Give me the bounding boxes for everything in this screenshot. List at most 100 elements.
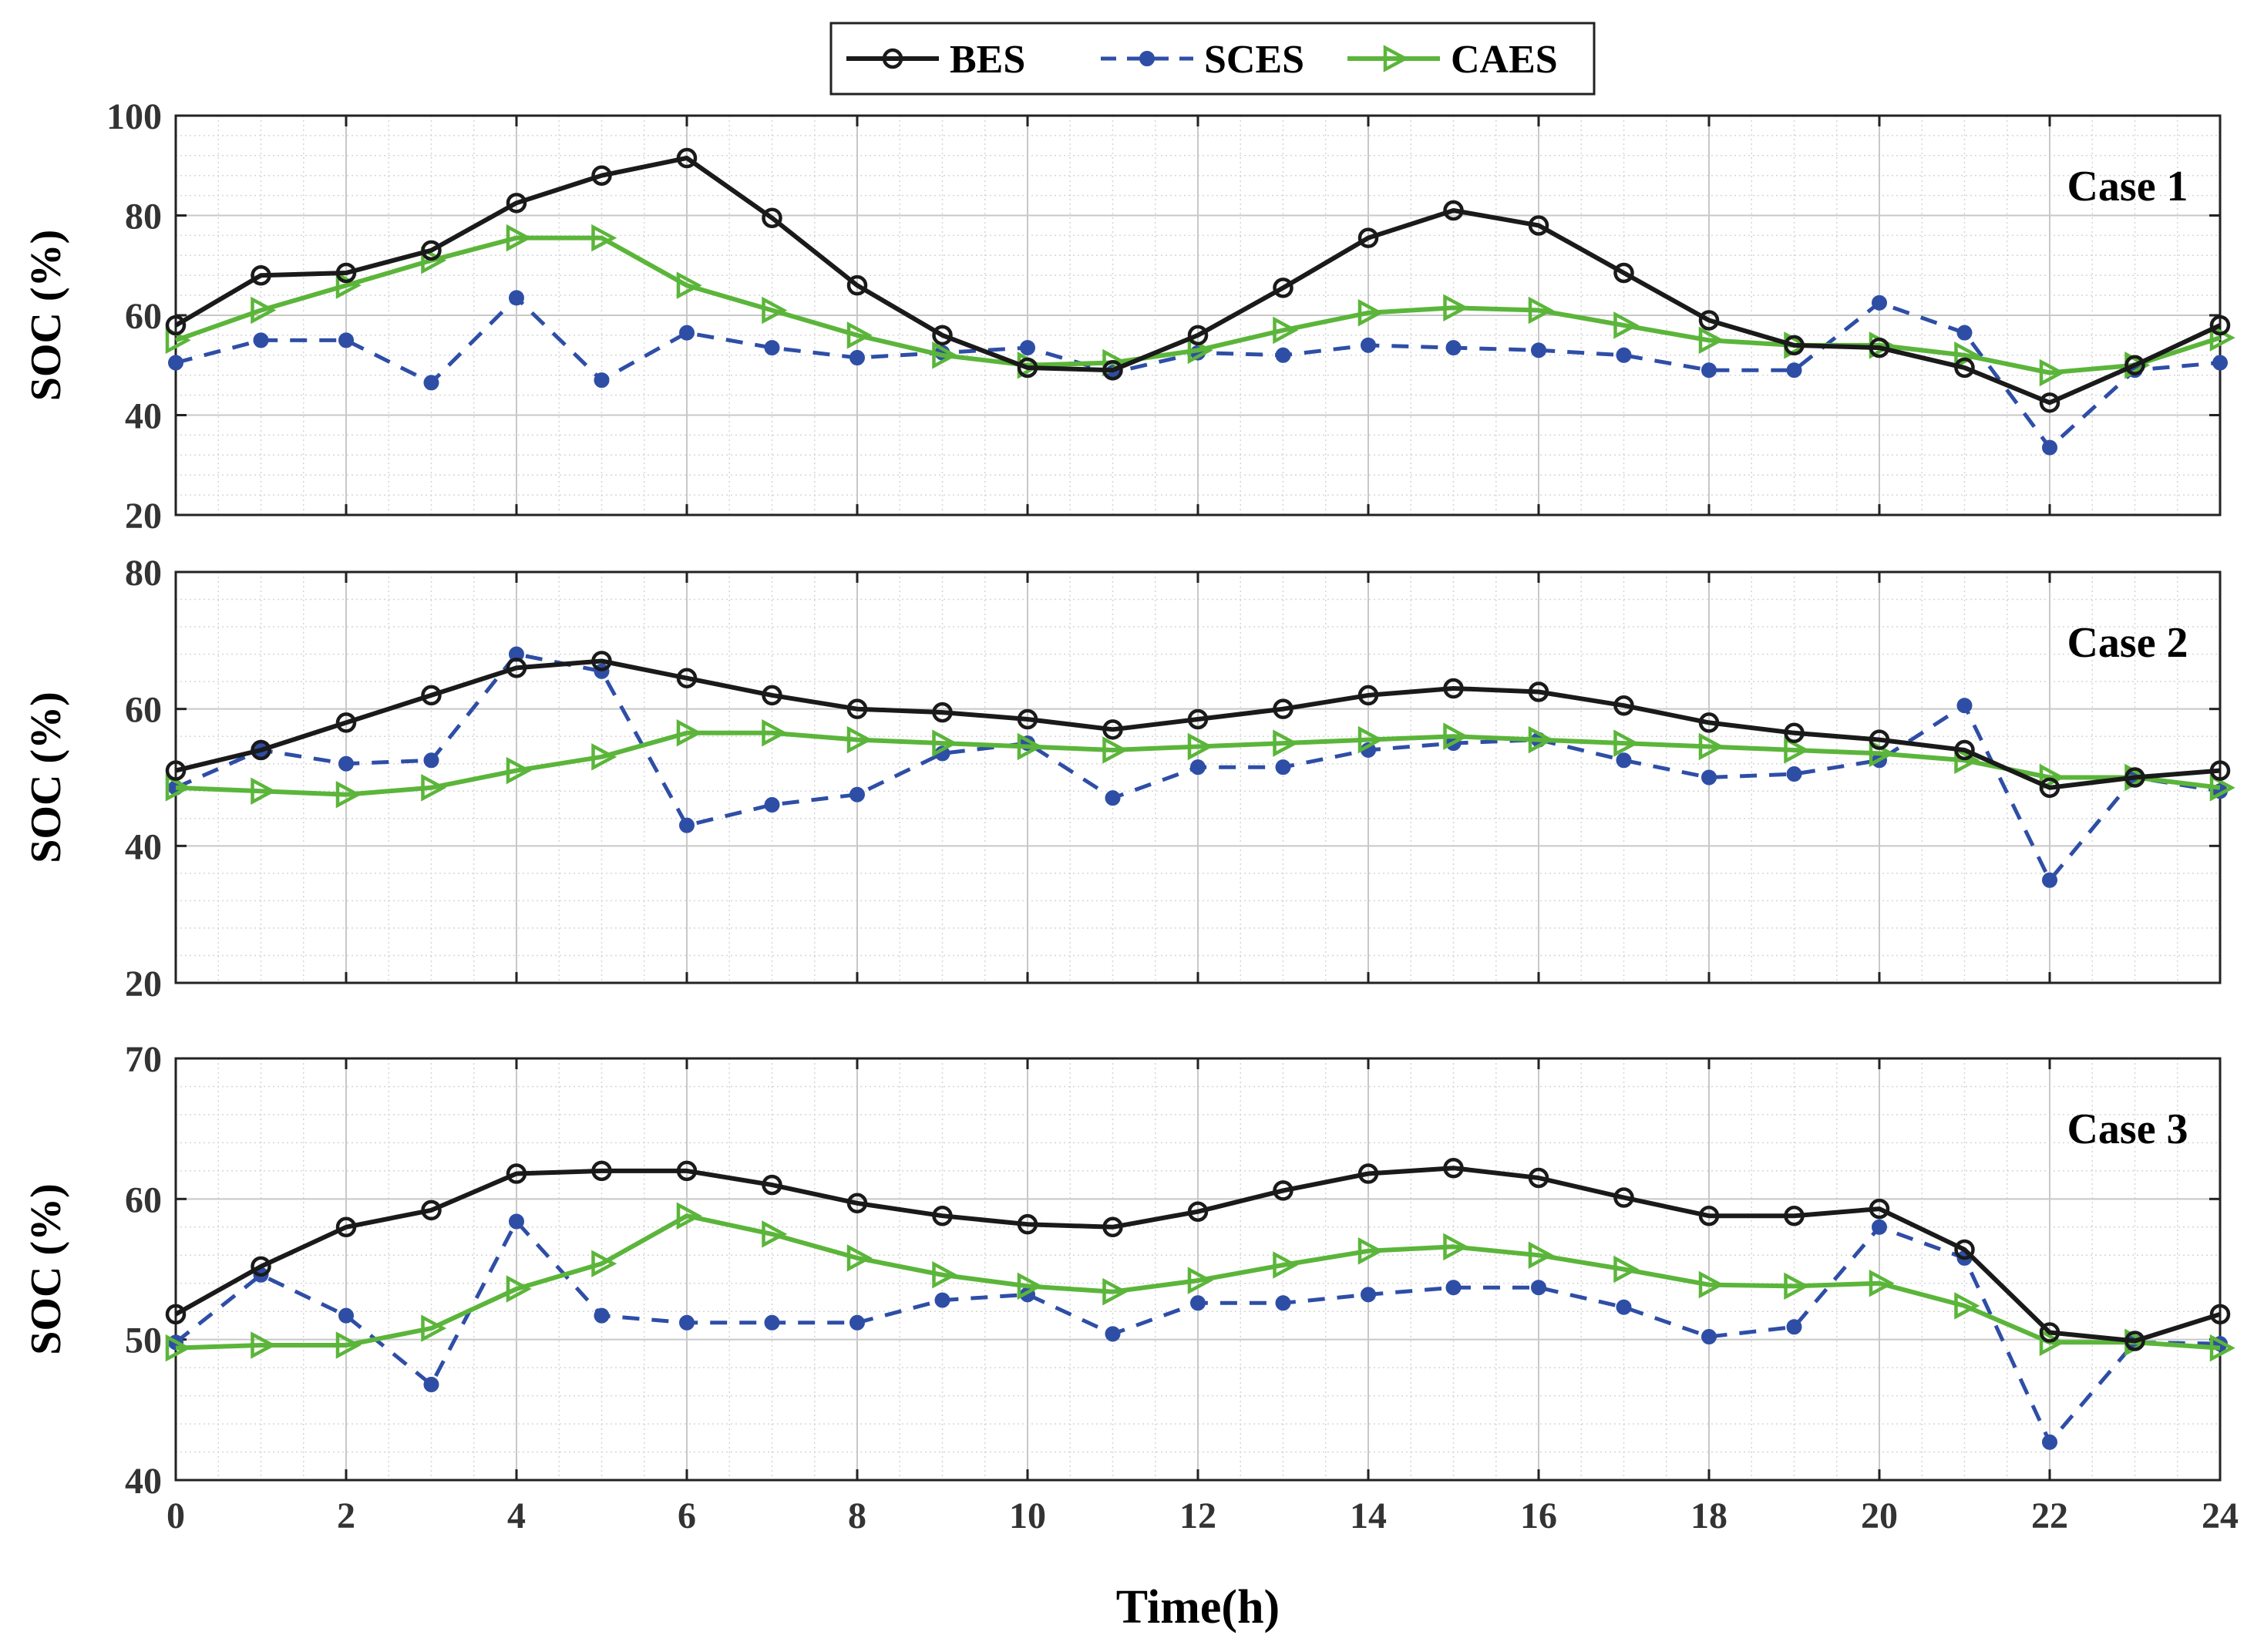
data-point-bes bbox=[2124, 1331, 2145, 1351]
data-point-sces bbox=[1105, 1326, 1121, 1342]
data-point-caes bbox=[676, 718, 702, 747]
data-point-sces bbox=[764, 1314, 780, 1331]
data-point-sces bbox=[1786, 1319, 1802, 1335]
y-tick-label: 50 bbox=[125, 1321, 162, 1361]
legend-marker-sces bbox=[1139, 51, 1155, 66]
data-point-caes bbox=[1017, 1272, 1043, 1300]
data-point-caes bbox=[591, 224, 617, 252]
data-point-caes bbox=[1698, 732, 1724, 761]
data-point-sces bbox=[1445, 340, 1462, 356]
data-point-sces bbox=[1786, 766, 1802, 782]
data-point-bes bbox=[1443, 200, 1464, 221]
legend: BES SCES CAES bbox=[829, 22, 1596, 96]
y-axis-label: SOC (%) bbox=[22, 1183, 70, 1354]
data-point-bes bbox=[421, 1199, 442, 1221]
data-point-bes bbox=[591, 165, 612, 186]
data-point-sces bbox=[1020, 340, 1035, 356]
data-point-caes bbox=[1528, 296, 1554, 325]
data-point-sces bbox=[849, 1314, 865, 1331]
case-label: Case 1 bbox=[2067, 163, 2188, 210]
data-point-bes bbox=[1698, 310, 1720, 331]
data-point-bes bbox=[1613, 262, 1634, 284]
series-line-caes bbox=[175, 730, 2221, 797]
data-point-sces bbox=[2042, 1434, 2057, 1450]
data-point-caes bbox=[1102, 736, 1129, 764]
legend-item-bes: BES bbox=[846, 38, 1025, 82]
data-point-bes bbox=[506, 658, 527, 678]
data-point-bes bbox=[506, 193, 527, 214]
data-point-bes bbox=[1954, 1239, 1975, 1260]
data-point-sces bbox=[1531, 342, 1546, 358]
series-line-bes bbox=[175, 658, 2221, 790]
y-tick-label: 80 bbox=[125, 553, 162, 594]
data-point-caes bbox=[1784, 736, 1810, 764]
data-point-bes bbox=[165, 1304, 187, 1325]
y-tick-label: 60 bbox=[125, 1179, 162, 1220]
data-point-bes bbox=[335, 712, 357, 733]
data-point-caes bbox=[421, 774, 447, 802]
data-point-sces bbox=[509, 290, 524, 306]
data-point-bes bbox=[1784, 335, 1805, 356]
data-point-caes bbox=[762, 296, 788, 325]
data-point-caes bbox=[251, 777, 277, 806]
data-point-bes bbox=[762, 1174, 782, 1196]
data-point-bes bbox=[1357, 685, 1379, 706]
data-point-caes bbox=[506, 224, 532, 252]
data-point-bes bbox=[1698, 1205, 1720, 1226]
data-point-sces bbox=[338, 755, 354, 772]
x-tick-label: 6 bbox=[678, 1496, 696, 1536]
data-point-sces bbox=[1275, 1295, 1291, 1311]
data-point-caes bbox=[1528, 1241, 1554, 1270]
data-point-bes bbox=[506, 1163, 527, 1184]
data-point-sces bbox=[168, 355, 183, 371]
data-point-bes bbox=[676, 147, 698, 169]
data-point-sces bbox=[253, 332, 269, 348]
data-point-bes bbox=[1187, 708, 1209, 730]
data-point-bes bbox=[932, 702, 953, 723]
data-point-caes bbox=[1613, 311, 1640, 339]
data-point-sces bbox=[1616, 347, 1632, 363]
data-point-bes bbox=[762, 207, 782, 228]
data-point-caes bbox=[1784, 1272, 1810, 1300]
data-point-sces bbox=[594, 372, 610, 389]
data-point-sces bbox=[934, 1292, 950, 1308]
data-point-sces bbox=[2042, 872, 2057, 888]
y-tick-label: 70 bbox=[125, 1039, 162, 1080]
data-point-caes bbox=[1357, 298, 1384, 327]
x-tick-label: 2 bbox=[337, 1496, 355, 1536]
data-point-caes bbox=[1954, 1292, 1980, 1320]
data-point-caes bbox=[2039, 1328, 2065, 1357]
data-point-bes bbox=[1273, 1180, 1293, 1201]
x-tick-label: 20 bbox=[1861, 1496, 1898, 1536]
legend-box bbox=[829, 22, 1596, 96]
data-point-caes bbox=[506, 1275, 532, 1303]
data-point-bes bbox=[1273, 698, 1293, 719]
data-point-caes bbox=[1954, 746, 1980, 775]
data-point-bes bbox=[1698, 712, 1720, 733]
data-point-bes bbox=[1443, 1157, 1464, 1179]
data-point-bes bbox=[1187, 1201, 1209, 1222]
data-point-sces bbox=[1616, 1299, 1632, 1315]
data-point-bes bbox=[1528, 1167, 1549, 1189]
data-point-caes bbox=[2209, 1334, 2235, 1362]
data-point-bes bbox=[1102, 1216, 1123, 1238]
data-point-caes bbox=[1357, 1237, 1384, 1265]
data-point-bes bbox=[591, 651, 612, 671]
data-point-bes bbox=[1784, 722, 1805, 744]
data-point-bes bbox=[1273, 278, 1293, 298]
data-point-bes bbox=[251, 1256, 271, 1277]
data-point-caes bbox=[1102, 1277, 1129, 1306]
data-point-bes bbox=[2039, 1322, 2060, 1343]
data-point-sces bbox=[1445, 1280, 1462, 1296]
data-point-bes bbox=[2039, 392, 2060, 413]
data-point-bes bbox=[2124, 767, 2145, 788]
legend-marker-bes bbox=[882, 48, 903, 69]
data-point-sces bbox=[423, 1377, 439, 1393]
series-line-caes bbox=[175, 1213, 2221, 1351]
data-point-caes bbox=[335, 1331, 362, 1359]
data-point-caes bbox=[676, 271, 702, 299]
series-line-bes bbox=[174, 156, 2222, 405]
x-tick-label: 4 bbox=[507, 1496, 526, 1536]
y-tick-label: 40 bbox=[125, 396, 162, 437]
data-point-sces bbox=[509, 1213, 524, 1230]
